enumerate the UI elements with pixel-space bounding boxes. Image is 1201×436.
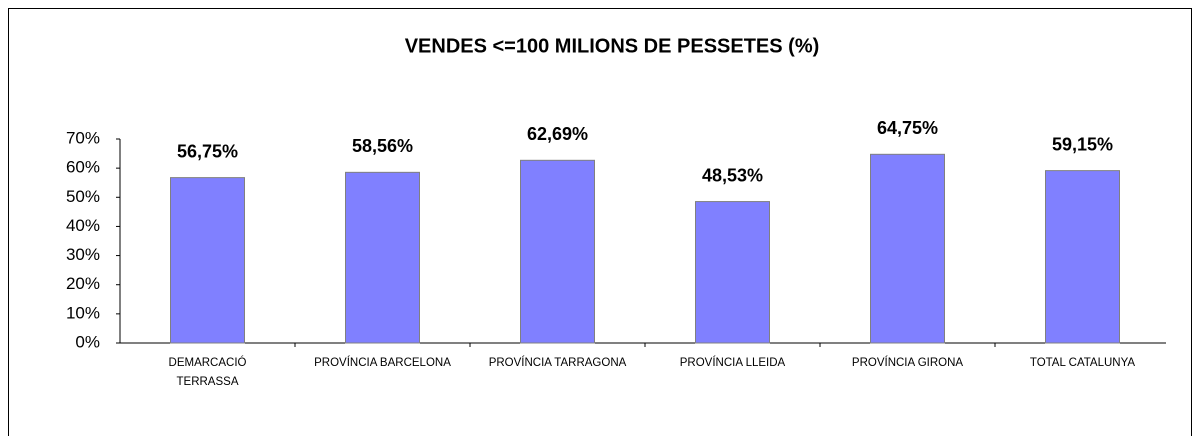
x-tick-label: PROVÍNCIA BARCELONA — [314, 357, 451, 369]
value-label: 64,75% — [877, 118, 938, 138]
value-label: 59,15% — [1052, 134, 1113, 154]
x-tick-label: PROVÍNCIA GIRONA — [851, 357, 964, 369]
bar — [870, 153, 945, 344]
y-tick-label: 70% — [66, 128, 100, 147]
bar — [345, 171, 420, 344]
y-tick-label: 60% — [66, 158, 100, 177]
bar — [695, 201, 770, 344]
x-tick-label: DEMARCACIÓ TERRASSA — [168, 357, 247, 388]
x-tick-label: PROVÍNCIA LLEIDA — [679, 357, 786, 369]
y-tick-label: 10% — [66, 303, 100, 322]
bar — [520, 159, 595, 344]
value-label: 48,53% — [702, 165, 763, 185]
y-tick-label: 40% — [66, 216, 100, 235]
x-tick-label: TOTAL CATALUNYA — [1029, 357, 1136, 369]
value-label: 62,69% — [527, 124, 588, 144]
bar — [170, 177, 245, 344]
value-label: 56,75% — [177, 141, 238, 161]
y-tick-label: 20% — [66, 274, 100, 293]
x-tick-label: PROVÍNCIA TARRAGONA — [488, 357, 627, 369]
chart-title: VENDES <=100 MILIONS DE PESSETES (%) — [405, 35, 820, 57]
y-tick-label: 50% — [66, 187, 100, 206]
value-label: 58,56% — [352, 136, 413, 156]
y-tick-label: 30% — [66, 245, 100, 264]
y-tick-label: 0% — [75, 332, 100, 351]
bar — [1045, 170, 1120, 344]
